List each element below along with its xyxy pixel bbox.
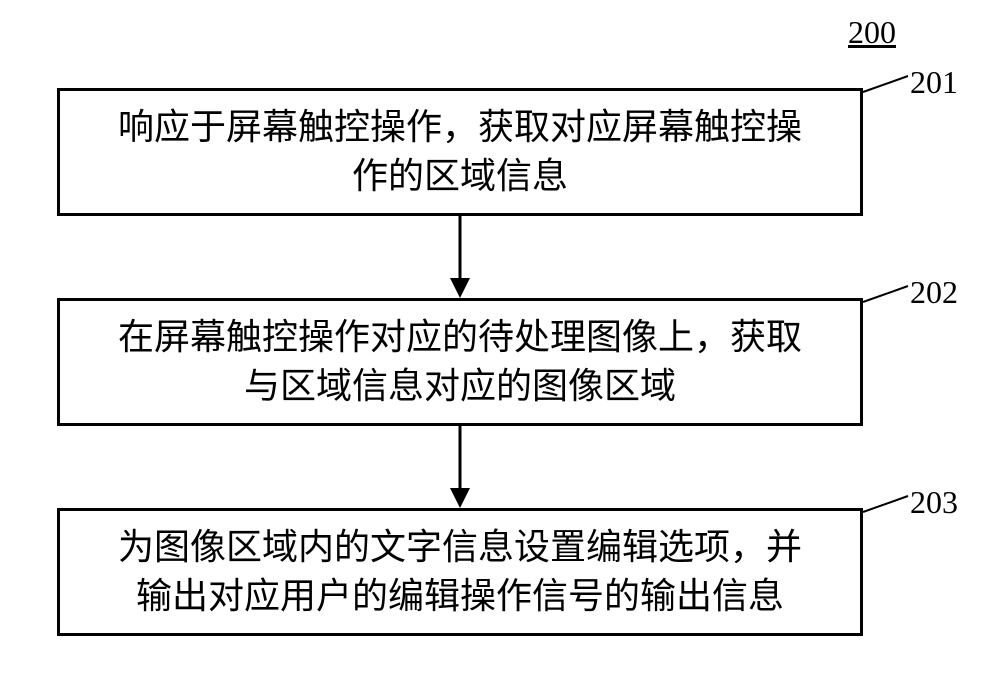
flowchart-canvas: 200 响应于屏幕触控操作，获取对应屏幕触控操 作的区域信息 201 在屏幕触控… (0, 0, 1000, 681)
step-label-203: 203 (910, 484, 958, 521)
leader-line-203 (0, 0, 1000, 681)
